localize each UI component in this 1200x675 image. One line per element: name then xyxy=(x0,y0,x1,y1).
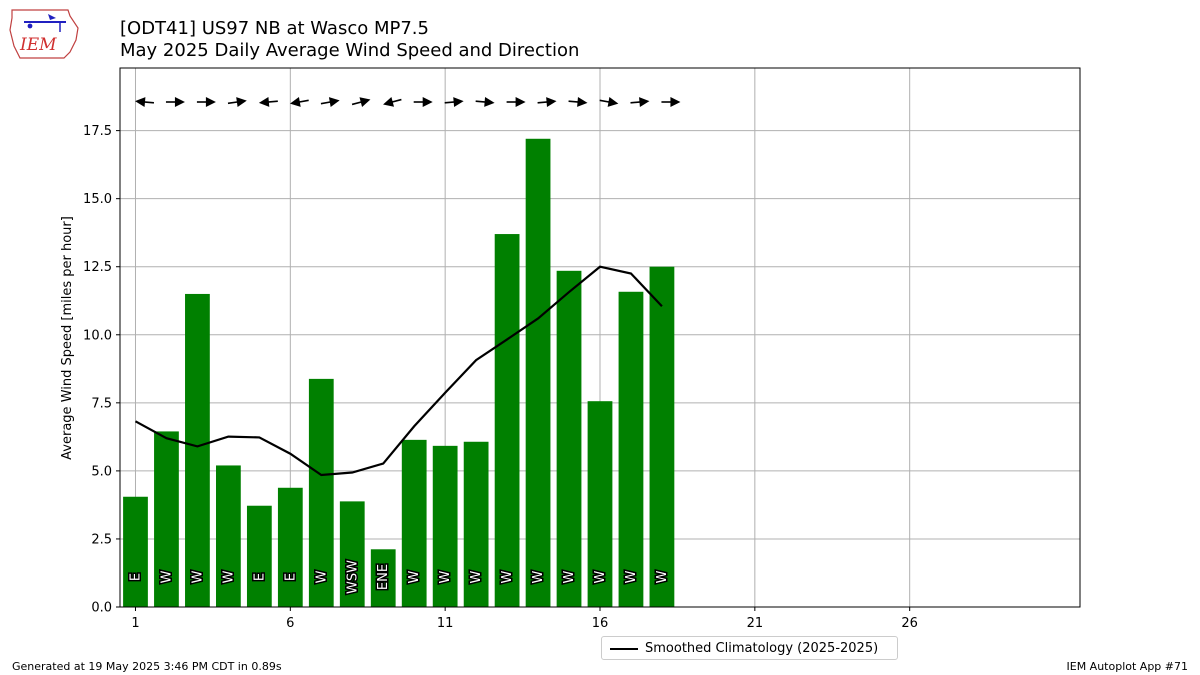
chart-subtitle: May 2025 Daily Average Wind Speed and Di… xyxy=(120,40,580,61)
wind-arrow-day-4 xyxy=(227,97,247,108)
direction-label-day-12: W xyxy=(469,570,484,583)
direction-label-day-2: W xyxy=(159,570,174,583)
direction-label-day-3: W xyxy=(190,570,205,583)
chart-title: [ODT41] US97 NB at Wasco MP7.5 xyxy=(120,18,429,39)
direction-label-day-16: W xyxy=(593,570,608,583)
bar-day-2 xyxy=(154,431,179,607)
legend: Smoothed Climatology (2025-2025) xyxy=(601,636,898,660)
y-tick-label: 0.0 xyxy=(91,601,112,616)
wind-arrow-day-1 xyxy=(135,97,155,108)
direction-label-day-14: W xyxy=(531,570,546,583)
x-tick-label: 21 xyxy=(747,616,764,631)
bar-day-16 xyxy=(587,401,613,607)
bar-day-14 xyxy=(525,138,551,607)
y-axis-label: Average Wind Speed [miles per hour] xyxy=(60,216,75,460)
direction-label-day-15: W xyxy=(562,570,577,583)
wind-arrow-day-14 xyxy=(537,97,557,108)
direction-label-day-11: W xyxy=(438,570,453,583)
x-ticks: 1 6 11 16 21 26 xyxy=(131,607,918,631)
direction-label-day-18: W xyxy=(655,570,670,583)
direction-label-day-5: E xyxy=(252,573,267,581)
wind-arrow-day-5 xyxy=(258,96,278,107)
y-tick-label: 12.5 xyxy=(83,260,112,275)
y-tick-label: 17.5 xyxy=(83,124,112,139)
wind-arrow-day-15 xyxy=(568,96,588,107)
wind-arrow-day-10 xyxy=(413,97,433,107)
x-tick-label: 26 xyxy=(901,616,918,631)
bar-day-6 xyxy=(277,487,303,607)
wind-arrow-day-18 xyxy=(661,97,681,107)
y-tick-label: 2.5 xyxy=(91,532,112,547)
direction-label-day-6: E xyxy=(283,573,298,581)
direction-label-day-13: W xyxy=(500,570,515,583)
y-tick-label: 5.0 xyxy=(91,464,112,479)
x-tick-label: 11 xyxy=(437,616,454,631)
climatology-line xyxy=(134,265,663,477)
logo-text: IEM xyxy=(19,35,57,55)
app-label: IEM Autoplot App #71 xyxy=(1066,660,1189,673)
bar-day-3 xyxy=(185,293,210,607)
generated-timestamp: Generated at 19 May 2025 3:46 PM CDT in … xyxy=(12,660,282,673)
wind-arrow-day-17 xyxy=(630,97,650,108)
wind-arrow-day-6 xyxy=(289,96,309,107)
y-tick-label: 7.5 xyxy=(91,396,112,411)
bars xyxy=(123,138,675,608)
wind-arrow-day-13 xyxy=(506,97,526,107)
wind-arrow-day-9 xyxy=(383,97,402,107)
iem-logo: IEM xyxy=(9,9,79,59)
wind-arrow-day-7 xyxy=(320,97,340,108)
bar-day-13 xyxy=(494,234,520,608)
wind-arrow-day-8 xyxy=(351,97,371,107)
bar-day-12 xyxy=(463,441,489,607)
wind-arrow-day-2 xyxy=(165,97,185,107)
bar-day-18 xyxy=(649,266,675,607)
direction-label-day-1: E xyxy=(128,573,143,581)
bar-day-1 xyxy=(123,496,148,607)
wind-arrow-day-11 xyxy=(444,97,464,108)
y-tick-label: 15.0 xyxy=(83,192,112,207)
legend-line-swatch xyxy=(610,648,638,650)
direction-arrows xyxy=(135,96,681,108)
bar-day-4 xyxy=(216,465,241,607)
direction-label-day-10: W xyxy=(407,570,422,583)
direction-labels: E W W W E E W WSW ENE W W W W W W W W W xyxy=(127,558,671,595)
x-tick-label: 6 xyxy=(286,616,294,631)
direction-label-day-4: W xyxy=(221,570,236,583)
climatology-line-group xyxy=(134,265,663,477)
wind-arrow-day-16 xyxy=(599,96,619,107)
bar-day-11 xyxy=(432,445,458,607)
direction-label-day-9: ENE xyxy=(376,564,391,590)
bar-day-17 xyxy=(618,291,644,607)
y-tick-label: 10.0 xyxy=(83,328,112,343)
wind-arrow-day-12 xyxy=(475,96,495,107)
direction-label-day-7: W xyxy=(314,570,329,583)
bar-day-9 xyxy=(370,549,396,607)
bar-day-5 xyxy=(246,505,272,607)
x-tick-label: 16 xyxy=(592,616,609,631)
direction-label-day-17: W xyxy=(624,570,639,583)
direction-label-day-8: WSW xyxy=(345,560,360,594)
legend-label: Smoothed Climatology (2025-2025) xyxy=(645,641,879,656)
bar-day-15 xyxy=(556,270,582,607)
bar-day-10 xyxy=(401,439,427,607)
wind-arrow-day-3 xyxy=(196,97,216,107)
bar-day-7 xyxy=(308,378,334,607)
x-tick-label: 1 xyxy=(131,616,139,631)
y-ticks: 0.0 2.5 5.0 7.5 10.0 12.5 15.0 17.5 xyxy=(83,124,120,616)
bar-day-8 xyxy=(339,501,365,607)
